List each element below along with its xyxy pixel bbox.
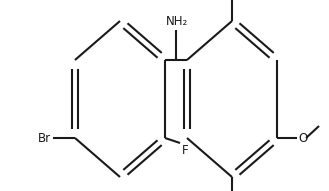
Text: Br: Br [38,131,51,145]
Text: O: O [298,131,307,145]
Text: F: F [182,144,189,157]
Text: NH₂: NH₂ [166,15,188,28]
